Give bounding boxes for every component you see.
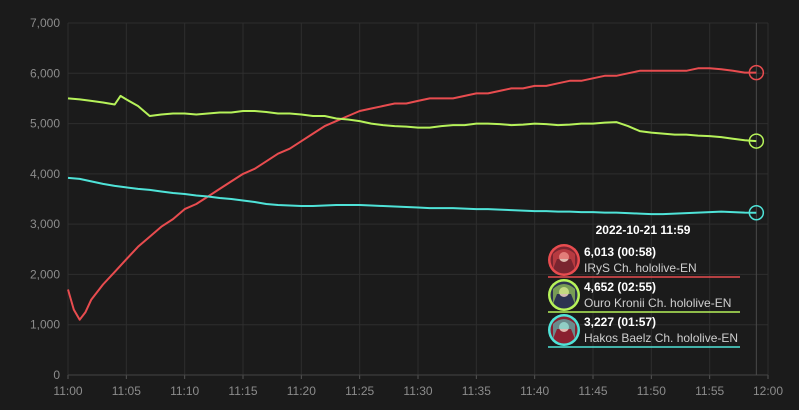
y-tick-label: 4,000 [30,167,60,181]
x-tick-label: 11:10 [170,384,199,398]
tooltip-entries: 6,013 (00:58) IRyS Ch. hololive-EN 4,652 (… [548,244,740,348]
x-tick-label: 11:25 [345,384,374,398]
x-tick-label: 11:40 [520,384,549,398]
tooltip-value: 3,227 (01:57) [584,315,656,329]
y-tick-label: 1,000 [30,318,60,332]
tooltip-channel-name: IRyS Ch. hololive-EN [584,261,697,275]
series-line-kronii [67,94,757,143]
avatar [548,244,580,276]
hover-marker-kronii [748,133,765,149]
y-tick-label: 5,000 [30,117,60,131]
avatar-hair [553,249,575,269]
x-tick-label: 11:05 [112,384,141,398]
y-tick-label: 7,000 [30,16,60,30]
avatar-hair [553,284,575,304]
x-axis-tick-labels: 11:00 11:05 11:10 11:15 11:20 11:25 11:30 11:35… [53,384,783,398]
tooltip-entry-irys: 6,013 (00:58) IRyS Ch. hololive-EN [548,244,740,278]
y-axis-tick-labels: 0 1,000 2,000 3,000 4,000 5,000 6,000 7,000 [30,16,60,382]
hover-marker-baelz [748,204,765,221]
x-tick-label: 11:30 [403,384,432,398]
tooltip-channel-name: Ouro Kronii Ch. hololive-EN [584,296,731,310]
x-tick-label: 11:00 [53,384,82,398]
tooltip-timestamp: 2022-10-21 11:59 [596,223,691,237]
x-tick-label: 11:45 [578,384,607,398]
hover-tooltip: 2022-10-21 11:59 6,013 (00:58) IRyS Ch. h… [548,223,740,348]
x-tick-label: 11:15 [228,384,257,398]
hover-marker-irys [748,64,765,81]
avatar [548,279,580,311]
tooltip-entry-kronii: 4,652 (02:55) Ouro Kronii Ch. hololive-EN [548,279,740,313]
x-tick-label: 11:35 [462,384,491,398]
tooltip-channel-name: Hakos Baelz Ch. hololive-EN [584,331,738,345]
y-tick-label: 3,000 [30,217,60,231]
series-lines [67,67,757,321]
series-line-baelz [67,176,757,216]
tooltip-entry-baelz: 3,227 (01:57) Hakos Baelz Ch. hololive-EN [548,314,740,348]
series-line-irys [67,67,757,321]
avatar [548,314,580,346]
tooltip-value: 4,652 (02:55) [584,280,656,294]
hover-point-markers [748,64,765,221]
y-tick-label: 2,000 [30,267,60,281]
x-tick-label: 12:00 [753,384,783,398]
tooltip-value: 6,013 (00:58) [584,245,656,259]
x-tick-label: 11:50 [637,384,666,398]
x-tick-label: 11:55 [695,384,724,398]
y-tick-label: 0 [53,368,60,382]
y-tick-label: 6,000 [30,66,60,80]
grid-lines [67,22,769,379]
x-tick-label: 11:20 [287,384,316,398]
avatar-hair [553,319,575,339]
